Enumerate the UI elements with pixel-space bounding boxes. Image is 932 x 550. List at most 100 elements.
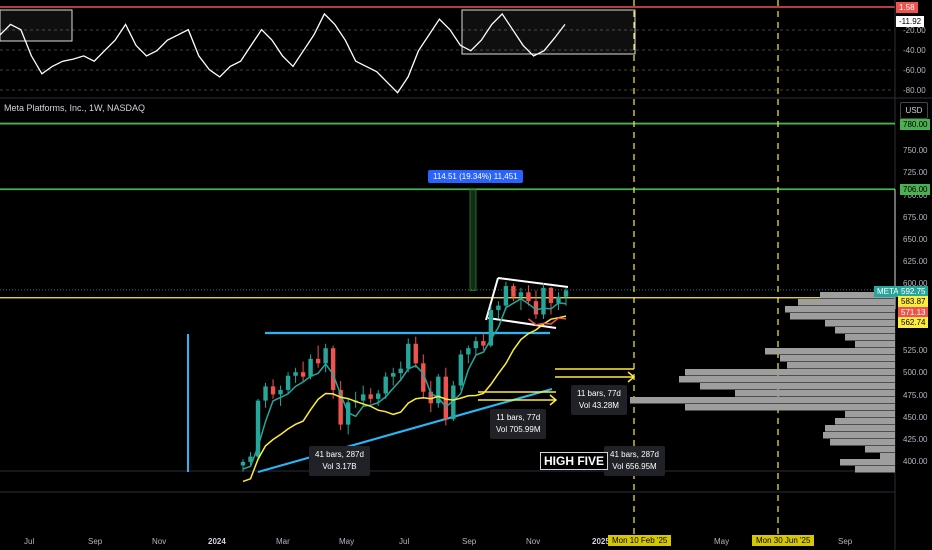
price-tick: 425.00 <box>903 435 928 444</box>
candle-body <box>391 373 396 377</box>
candle-body <box>473 341 479 349</box>
range-tooltip-4: 41 bars, 287d Vol 656.95M <box>604 446 665 476</box>
time-tick: Sep <box>462 537 477 546</box>
range-tooltip-line: Vol 656.95M <box>612 462 657 471</box>
volume-profile-bar <box>845 411 895 418</box>
price-tick: 675.00 <box>903 213 928 222</box>
volume-profile-bar <box>830 439 895 446</box>
time-tick: Jul <box>399 537 410 546</box>
range-tooltip-1: 41 bars, 287d Vol 3.17B <box>309 446 370 476</box>
price-tick: 650.00 <box>903 235 928 244</box>
osc-current-label: -11.92 <box>896 16 925 27</box>
time-tick: Nov <box>152 537 167 546</box>
price-tick: 475.00 <box>903 391 928 400</box>
candle-body <box>285 375 291 390</box>
price-tick: 400.00 <box>903 457 928 466</box>
volume-profile-bar <box>823 432 895 439</box>
volume-profile-bar <box>679 376 895 383</box>
candle-body <box>315 358 321 364</box>
osc-tick: -60.00 <box>903 66 926 75</box>
candle-body <box>458 354 464 386</box>
volume-profile-bar <box>825 320 895 327</box>
time-tick: Sep <box>88 537 103 546</box>
volume-profile-bar <box>835 418 895 425</box>
currency-button[interactable]: USD <box>900 102 928 119</box>
range-tooltip-line: 41 bars, 287d <box>610 450 659 459</box>
volume-profile-bar <box>700 383 895 390</box>
arrow-head <box>627 371 636 383</box>
volume-profile-bar <box>855 466 895 473</box>
slow-moving-average <box>242 315 567 483</box>
price-tick: 525.00 <box>903 346 928 355</box>
price-tick: 600.00 <box>903 279 928 288</box>
candle-body <box>451 385 456 420</box>
range-tooltip-3: 11 bars, 77d Vol 43.28M <box>571 385 627 415</box>
range-tooltip-line: Vol 43.28M <box>578 401 619 410</box>
volume-profile-bar <box>855 341 895 348</box>
support-trendline <box>257 387 553 474</box>
candle-body <box>466 348 471 355</box>
price-tick: 725.00 <box>903 168 928 177</box>
high-five-annotation[interactable]: HIGH FIVE <box>540 452 609 470</box>
range-tooltip-line: 41 bars, 287d <box>315 450 364 459</box>
candle-body <box>398 368 403 374</box>
symbol-title: Meta Platforms, Inc., 1W, NASDAQ <box>4 103 146 113</box>
measure-range-box <box>469 188 477 291</box>
candle-body <box>300 372 306 377</box>
price-label-780: 780.00 <box>900 119 931 130</box>
candle-body <box>270 386 276 395</box>
volume-profile-bar <box>735 390 895 397</box>
flag-left-line <box>485 277 499 321</box>
range-tooltip-line: 11 bars, 77d <box>577 389 621 398</box>
last-price-label: 592.75 <box>898 286 929 297</box>
time-highlight-jun: Mon 30 Jun '25 <box>752 535 815 546</box>
range-tooltip-line: Vol 3.17B <box>322 462 357 471</box>
time-highlight-feb: Mon 10 Feb '25 <box>608 535 672 546</box>
candle-body <box>240 461 246 466</box>
candle-body <box>330 348 336 390</box>
price-tick: 625.00 <box>903 257 928 266</box>
volume-profile-bar <box>865 446 895 453</box>
osc-line <box>0 12 566 94</box>
osc-level-label: 1.58 <box>896 2 918 13</box>
range-tooltip-line: 11 bars, 77d <box>496 413 541 422</box>
candle-body <box>421 363 426 392</box>
volume-profile-bar <box>630 397 895 404</box>
candle-body <box>376 393 381 399</box>
range-tooltip-2: 11 bars, 77d Vol 705.99M <box>490 409 547 439</box>
osc-box <box>0 9 73 42</box>
candle-body <box>556 296 561 303</box>
volume-profile-bar <box>780 355 895 362</box>
time-tick: 2024 <box>208 537 226 546</box>
time-tick: Nov <box>526 537 541 546</box>
candle-body <box>436 376 441 404</box>
arrow-head <box>549 394 558 406</box>
volume-profile-bar <box>798 299 895 306</box>
candle-body <box>255 400 261 457</box>
volume-profile-bar <box>765 348 895 355</box>
candle-body <box>293 372 298 376</box>
candle-body <box>503 286 509 306</box>
candle-body <box>443 376 449 420</box>
candle-body <box>518 292 524 297</box>
candle-body <box>526 292 531 302</box>
volume-profile-bar <box>825 425 895 432</box>
price-tick: 450.00 <box>903 413 928 422</box>
candle-body <box>413 343 418 364</box>
volume-profile-bar <box>685 369 895 376</box>
candle-body <box>488 310 494 346</box>
price-label-706: 706.00 <box>900 184 931 195</box>
price-tick: 750.00 <box>903 146 928 155</box>
candle-body <box>406 343 411 369</box>
range-tooltip-line: Vol 705.99M <box>496 425 541 434</box>
time-tick: Jul <box>24 537 35 546</box>
candle-body <box>360 394 366 401</box>
volume-profile-bar <box>840 459 895 466</box>
flag-bottom-line <box>487 317 557 329</box>
candle-body <box>511 286 516 297</box>
osc-tick: -20.00 <box>903 26 926 35</box>
red-moving-average <box>527 317 567 326</box>
candle-body <box>563 290 569 297</box>
meta-tag: META <box>874 286 902 297</box>
